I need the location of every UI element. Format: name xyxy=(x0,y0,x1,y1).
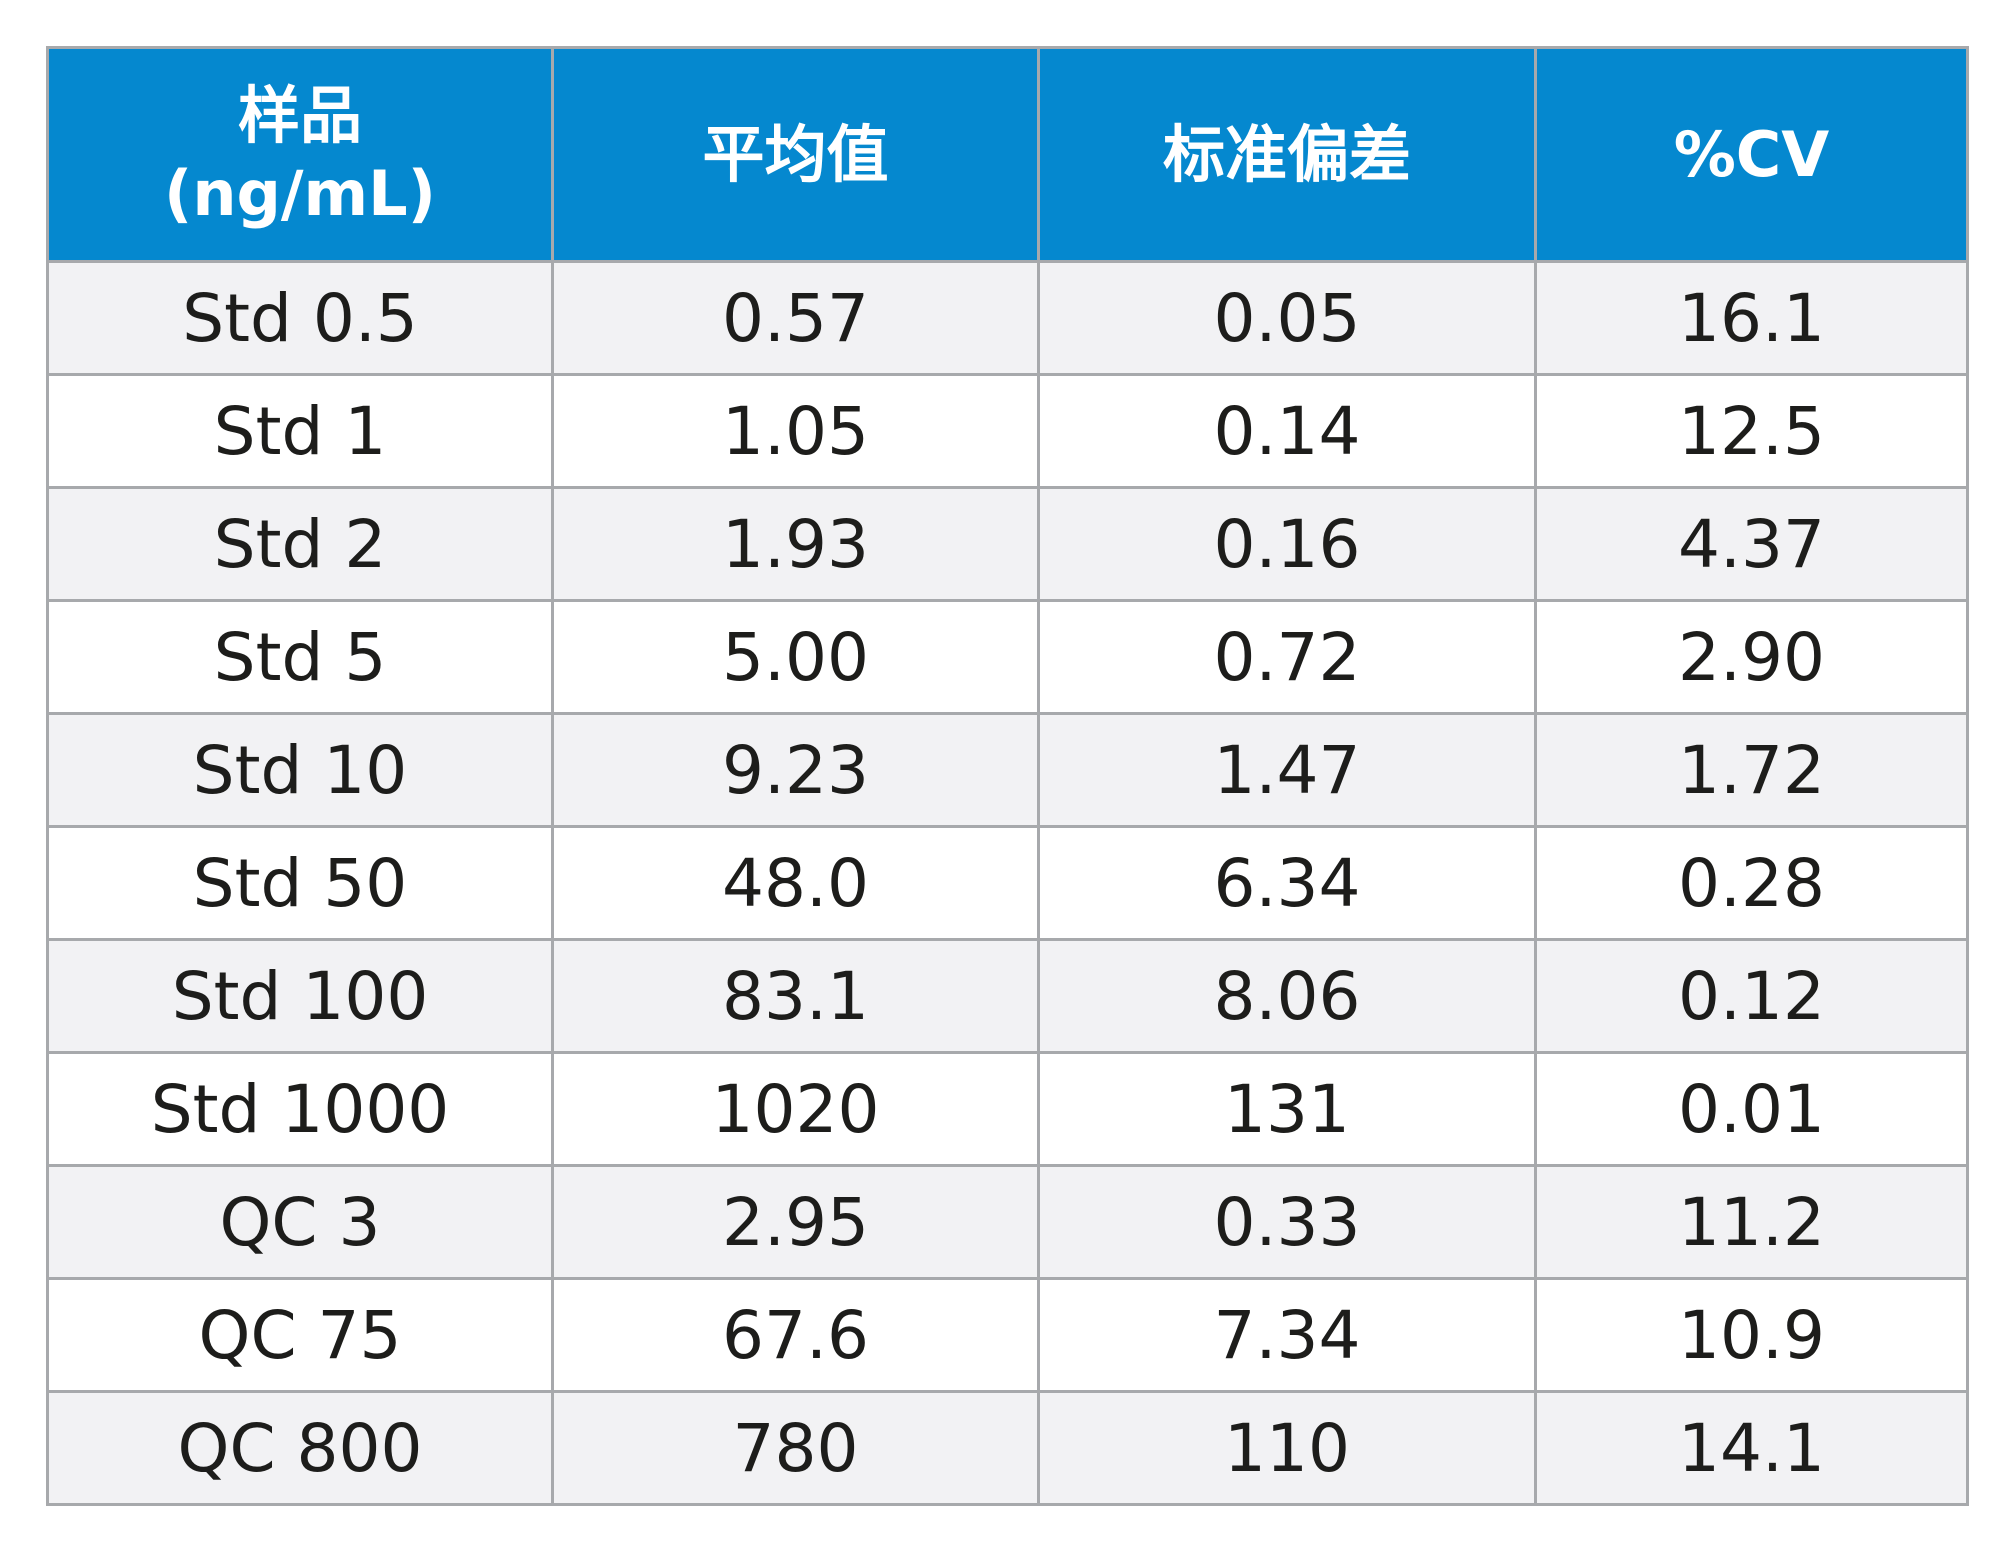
cell-sd: 110 xyxy=(1037,1390,1537,1506)
cell-mean: 0.57 xyxy=(551,260,1040,376)
cell-mean: 83.1 xyxy=(551,938,1040,1054)
table-row: Std 0.5 0.57 0.05 16.1 xyxy=(46,260,1969,376)
cell-sd: 7.34 xyxy=(1037,1277,1537,1393)
table-row: QC 800 780 110 14.1 xyxy=(46,1390,1969,1506)
cell-sample: Std 0.5 xyxy=(46,260,554,376)
cell-sd: 0.16 xyxy=(1037,486,1537,602)
cell-sd: 0.33 xyxy=(1037,1164,1537,1280)
table-row: Std 1 1.05 0.14 12.5 xyxy=(46,373,1969,489)
cell-sd: 6.34 xyxy=(1037,825,1537,941)
cell-cv: 0.28 xyxy=(1534,825,1969,941)
cell-mean: 2.95 xyxy=(551,1164,1040,1280)
data-table: 样品 (ng/mL) 平均值 标准偏差 %CV Std 0.5 0.57 0.05 1… xyxy=(46,46,1969,1506)
cell-cv: 12.5 xyxy=(1534,373,1969,489)
header-sample-unit: (ng/mL) xyxy=(164,156,436,230)
cell-cv: 2.90 xyxy=(1534,599,1969,715)
cell-sd: 0.72 xyxy=(1037,599,1537,715)
table-row: QC 3 2.95 0.33 11.2 xyxy=(46,1164,1969,1280)
cell-mean: 48.0 xyxy=(551,825,1040,941)
cell-sample: QC 75 xyxy=(46,1277,554,1393)
header-sample-label: 样品 xyxy=(237,79,362,152)
cell-mean: 5.00 xyxy=(551,599,1040,715)
cell-cv: 11.2 xyxy=(1534,1164,1969,1280)
cell-sample: QC 3 xyxy=(46,1164,554,1280)
table-row: Std 10 9.23 1.47 1.72 xyxy=(46,712,1969,828)
cell-mean: 67.6 xyxy=(551,1277,1040,1393)
header-sample: 样品 (ng/mL) xyxy=(46,46,554,263)
cell-mean: 9.23 xyxy=(551,712,1040,828)
cell-sample: Std 1 xyxy=(46,373,554,489)
cell-mean: 1020 xyxy=(551,1051,1040,1167)
table-row: Std 2 1.93 0.16 4.37 xyxy=(46,486,1969,602)
cell-cv: 16.1 xyxy=(1534,260,1969,376)
cell-cv: 10.9 xyxy=(1534,1277,1969,1393)
table-row: Std 100 83.1 8.06 0.12 xyxy=(46,938,1969,1054)
cell-cv: 0.12 xyxy=(1534,938,1969,1054)
cell-sample: Std 100 xyxy=(46,938,554,1054)
header-cv: %CV xyxy=(1534,46,1969,263)
cell-sd: 1.47 xyxy=(1037,712,1537,828)
table-row: Std 1000 1020 131 0.01 xyxy=(46,1051,1969,1167)
header-sd: 标准偏差 xyxy=(1037,46,1537,263)
cell-cv: 14.1 xyxy=(1534,1390,1969,1506)
cell-sample: Std 10 xyxy=(46,712,554,828)
cell-sample: Std 50 xyxy=(46,825,554,941)
table-header: 样品 (ng/mL) 平均值 标准偏差 %CV xyxy=(46,46,1969,263)
cell-mean: 780 xyxy=(551,1390,1040,1506)
cell-sample: QC 800 xyxy=(46,1390,554,1506)
cell-cv: 0.01 xyxy=(1534,1051,1969,1167)
cell-sd: 131 xyxy=(1037,1051,1537,1167)
cell-cv: 1.72 xyxy=(1534,712,1969,828)
cell-mean: 1.93 xyxy=(551,486,1040,602)
header-row: 样品 (ng/mL) 平均值 标准偏差 %CV xyxy=(46,46,1969,263)
cell-sample: Std 1000 xyxy=(46,1051,554,1167)
table-row: QC 75 67.6 7.34 10.9 xyxy=(46,1277,1969,1393)
table-body: Std 0.5 0.57 0.05 16.1 Std 1 1.05 0.14 12.5 Std … xyxy=(46,260,1969,1506)
cell-sample: Std 5 xyxy=(46,599,554,715)
cell-sd: 0.05 xyxy=(1037,260,1537,376)
cell-cv: 4.37 xyxy=(1534,486,1969,602)
cell-mean: 1.05 xyxy=(551,373,1040,489)
table-row: Std 5 5.00 0.72 2.90 xyxy=(46,599,1969,715)
cell-sd: 8.06 xyxy=(1037,938,1537,1054)
header-mean: 平均值 xyxy=(551,46,1040,263)
table-row: Std 50 48.0 6.34 0.28 xyxy=(46,825,1969,941)
cell-sd: 0.14 xyxy=(1037,373,1537,489)
cell-sample: Std 2 xyxy=(46,486,554,602)
